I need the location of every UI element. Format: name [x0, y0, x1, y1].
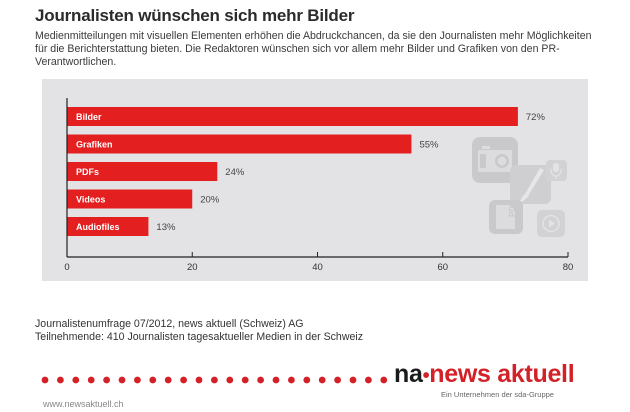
bar-bilder	[67, 107, 518, 126]
x-tick-label: 40	[312, 262, 323, 273]
rule-dot	[180, 376, 188, 384]
paintbrush-icon	[510, 165, 551, 204]
dotted-rule	[41, 376, 388, 384]
rule-dot	[288, 376, 295, 384]
bar-category-label: Bilder	[76, 112, 102, 122]
intro-text: Medienmitteilungen mit visuellen Element…	[35, 30, 592, 68]
rule-dot	[318, 376, 326, 384]
website-link[interactable]: www.newsaktuell.ch	[43, 399, 124, 409]
rule-dot	[118, 376, 126, 384]
rule-dot	[164, 376, 172, 384]
source-line-1: Journalistenumfrage 07/2012, news aktuel…	[35, 318, 304, 330]
camera-icon	[472, 137, 518, 183]
source-line-2: Teilnehmende: 410 Journalisten tagesaktu…	[35, 331, 364, 343]
rule-dot	[57, 376, 64, 384]
bar-value-label: 20%	[200, 195, 220, 206]
rule-dot	[349, 376, 357, 384]
bar-value-label: 24%	[225, 167, 245, 178]
rule-dot	[103, 376, 110, 384]
bar-category-label: PDFs	[76, 167, 99, 177]
bar-grafiken	[67, 134, 412, 154]
x-tick-label: 80	[563, 262, 574, 273]
rule-dot	[226, 376, 234, 384]
bar-category-label: Grafiken	[76, 140, 113, 150]
logo-tagline: Ein Unternehmen der sda-Gruppe	[441, 390, 554, 399]
rule-dot	[134, 376, 141, 384]
rule-dot	[87, 376, 95, 384]
microphone-icon	[546, 160, 567, 181]
rule-dot	[149, 376, 157, 384]
logo-na: na	[394, 360, 423, 388]
bar-value-label: 13%	[156, 222, 176, 233]
rule-dot	[195, 376, 203, 384]
decorative-icons: PDF	[472, 137, 567, 237]
rule-dot	[365, 376, 372, 384]
source-note: Journalistenumfrage 07/2012, news aktuel…	[35, 318, 363, 344]
x-tick-label: 20	[187, 262, 198, 273]
rule-dot	[272, 376, 280, 384]
rule-dot	[380, 376, 388, 384]
bar-pdfs	[67, 162, 218, 181]
x-tick-label: 0	[64, 262, 69, 273]
bar-audiofiles	[67, 217, 149, 236]
pdf-document-icon: PDF	[489, 200, 523, 234]
svg-text:PDF: PDF	[508, 201, 517, 217]
bar-value-label: 72%	[526, 112, 546, 123]
rule-dot	[72, 376, 80, 384]
play-icon	[537, 210, 565, 237]
rule-dot	[241, 376, 249, 384]
rule-dot	[41, 376, 49, 384]
x-tick-label: 60	[437, 262, 448, 273]
bar-videos	[67, 189, 193, 209]
bar-value-label: 55%	[419, 140, 439, 151]
bar-category-label: Audiofiles	[76, 222, 120, 232]
rule-dot	[334, 376, 341, 384]
logo-dot: •	[422, 365, 430, 387]
bar-category-label: Videos	[76, 195, 105, 205]
news-aktuell-logo[interactable]: na•news aktuell	[394, 360, 575, 389]
logo-brand: news aktuell	[429, 360, 575, 388]
page-title: Journalisten wünschen sich mehr Bilder	[35, 6, 355, 25]
rule-dot	[257, 376, 264, 384]
rule-dot	[211, 376, 218, 384]
rule-dot	[303, 376, 311, 384]
